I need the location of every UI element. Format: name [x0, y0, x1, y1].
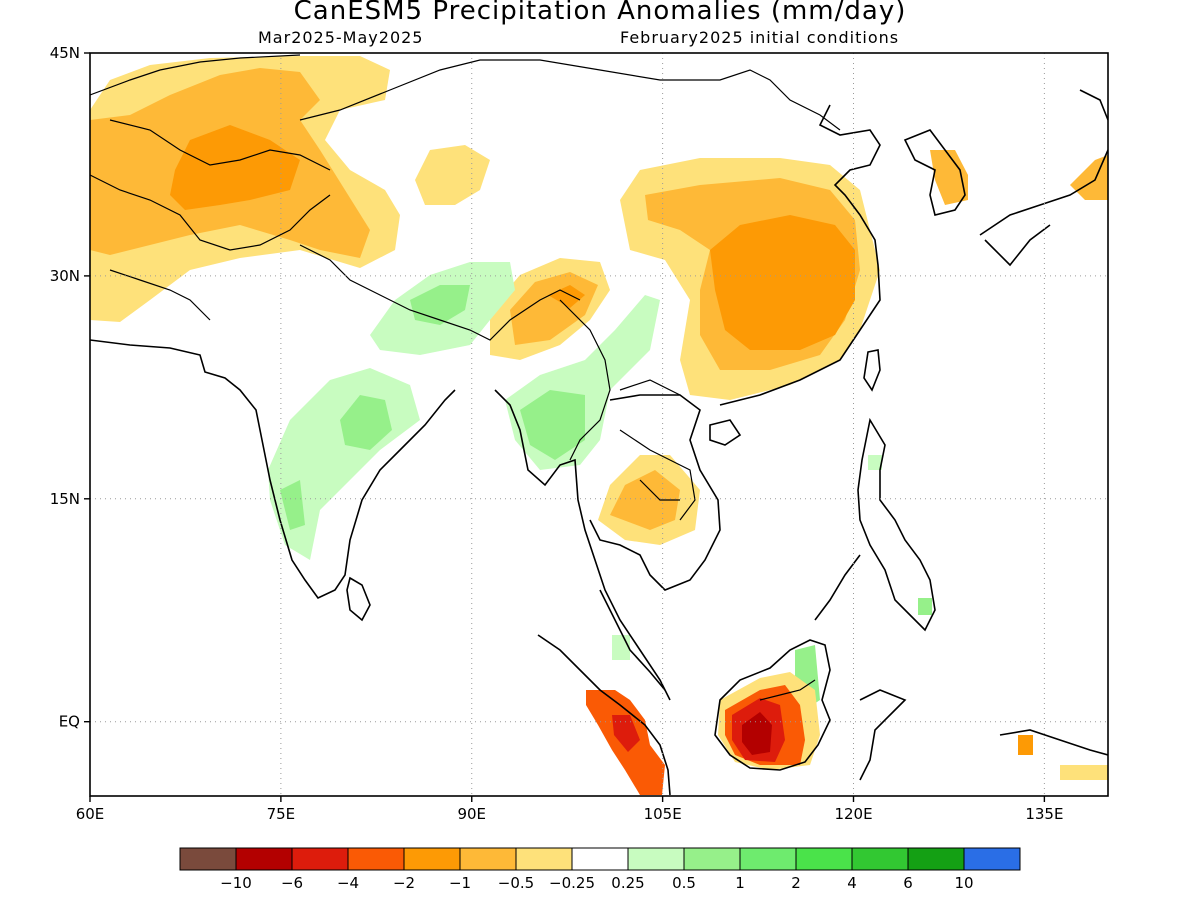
colorbar-swatch — [235, 847, 293, 871]
colorbar-label: −0.5 — [498, 874, 534, 892]
colorbar-swatch — [291, 847, 349, 871]
dry-anomaly-sumatra-core — [612, 715, 640, 752]
lon-tick-label: 105E — [644, 805, 682, 823]
map-frame — [89, 52, 1109, 797]
map-title: CanESM5 Precipitation Anomalies (mm/day) — [293, 0, 907, 26]
border-afghan-pak — [90, 174, 331, 321]
longitude-axis: 60E 75E 90E 105E 120E 135E — [76, 796, 1063, 823]
colorbar-label: 0.5 — [672, 874, 696, 892]
colorbar-label: 10 — [954, 874, 973, 892]
dry-anomaly-borneo-peak — [742, 712, 772, 755]
lat-tick-label: 30N — [50, 267, 80, 285]
colorbar-label: −1 — [449, 874, 471, 892]
colorbar-swatch — [459, 847, 517, 871]
coastline-india — [90, 339, 456, 600]
wet-anomaly-india-south — [280, 480, 305, 530]
initial-conditions: February2025 initial conditions — [620, 28, 900, 47]
lon-tick-label: 90E — [457, 805, 486, 823]
coastline-indochina — [589, 394, 721, 591]
colorbar-swatch — [739, 847, 797, 871]
border-myanmar — [559, 299, 681, 461]
lat-tick-label: EQ — [59, 713, 80, 731]
border-central-asia — [90, 54, 331, 171]
border-indochina — [619, 429, 696, 521]
colorbar-swatch — [571, 847, 629, 871]
colorbar-label: −4 — [337, 874, 359, 892]
country-borders — [90, 54, 841, 701]
colorbar-swatch — [515, 847, 573, 871]
colorbar-swatch — [907, 847, 965, 871]
wet-anomaly-india-core — [340, 395, 392, 450]
lon-tick-label: 120E — [834, 805, 872, 823]
colorbar-label: 1 — [735, 874, 745, 892]
coastline-japan-north — [1079, 89, 1108, 121]
coastline-philippines — [857, 417, 936, 632]
dry-anomaly-indochina-core — [610, 470, 680, 530]
coastline-korea — [903, 129, 966, 216]
coastline-bay-east — [494, 389, 671, 701]
dry-anomaly-china-strong — [710, 215, 855, 350]
border-himalaya — [299, 244, 581, 341]
anomaly-fields — [90, 56, 1108, 795]
colorbar-swatch — [179, 847, 237, 871]
colorbar-swatch — [963, 847, 1021, 871]
colorbar-swatch — [795, 847, 853, 871]
colorbar-swatch — [627, 847, 685, 871]
dry-anomaly-northwest-strong — [170, 125, 300, 210]
coastline-hainan — [709, 419, 742, 446]
colorbar-swatch — [403, 847, 461, 871]
colorbar-label: −2 — [393, 874, 415, 892]
colorbar-label: 2 — [791, 874, 801, 892]
colorbar-label: −10 — [220, 874, 252, 892]
lat-tick-label: 15N — [50, 490, 80, 508]
colorbar — [179, 847, 1021, 871]
wet-anomaly-luzon — [868, 455, 882, 470]
colorbar-label: 4 — [847, 874, 857, 892]
coastlines — [90, 89, 1108, 796]
lon-tick-label: 135E — [1025, 805, 1063, 823]
colorbar-label: 0.25 — [611, 874, 644, 892]
coastline-taiwan — [863, 349, 881, 392]
coastline-borneo — [714, 639, 831, 771]
colorbar-swatch — [683, 847, 741, 871]
wet-anomaly-india — [268, 368, 420, 560]
coastline-sumatra — [537, 634, 671, 796]
wet-anomaly-philippines — [918, 598, 932, 615]
lon-tick-label: 75E — [267, 805, 296, 823]
lon-tick-label: 60E — [76, 805, 105, 823]
coastline-japan — [979, 149, 1108, 267]
colorbar-labels: −10 −6 −4 −2 −1 −0.5 −0.25 0.25 0.5 1 2 4 6 10 — [220, 874, 973, 892]
colorbar-label: −0.25 — [549, 874, 595, 892]
coastline-palawan — [814, 554, 861, 621]
border-china-west — [299, 59, 841, 131]
wet-anomaly-sumatra — [612, 635, 630, 660]
dry-anomaly-southeast — [1060, 765, 1108, 780]
colorbar-swatch — [851, 847, 909, 871]
lat-tick-label: 45N — [50, 44, 80, 62]
dry-anomaly-korea — [930, 150, 968, 205]
latitude-axis: 45N 30N 15N EQ — [50, 44, 90, 731]
coastline-china — [719, 104, 881, 406]
colorbar-label: −6 — [281, 874, 303, 892]
colorbar-label: 6 — [903, 874, 913, 892]
dry-anomaly-himalaya-east-strong — [548, 285, 585, 308]
forecast-period: Mar2025-May2025 — [258, 28, 424, 47]
coastline-new-guinea — [999, 729, 1108, 756]
coastline-sulawesi — [859, 689, 907, 781]
colorbar-swatch — [347, 847, 405, 871]
coastline-sri-lanka — [346, 576, 371, 622]
dry-anomaly-new-guinea — [1018, 735, 1033, 755]
border-borneo — [759, 679, 816, 701]
coastline-malay — [599, 589, 666, 691]
wet-anomaly-myanmar-core — [520, 390, 585, 460]
dry-anomaly-tarim — [415, 145, 490, 205]
